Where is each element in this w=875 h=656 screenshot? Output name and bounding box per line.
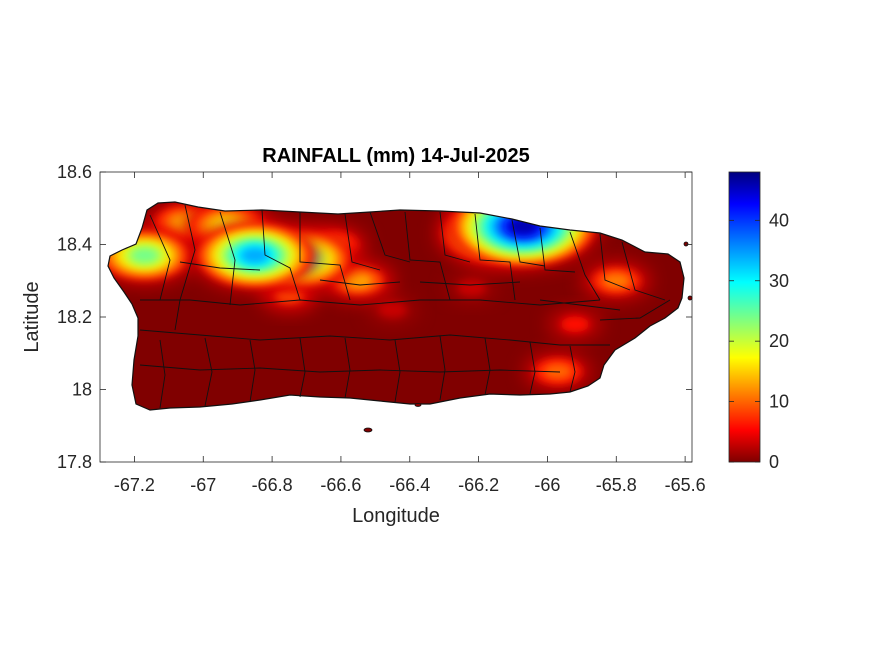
municipality-boundary-20 [299,337,306,398]
rain-cell-5-ring-2 [543,363,572,380]
municipality-boundary-2 [219,211,236,306]
municipality-boundary-16 [139,329,610,346]
islet-0 [363,427,373,433]
municipality-boundary-1 [174,204,196,331]
municipality-boundary-4 [299,212,351,301]
islet-2 [683,241,689,247]
municipality-boundary-22 [394,339,401,403]
municipality-boundary-13 [599,233,631,291]
municipality-boundary-23 [439,335,446,401]
islet-1 [414,403,422,407]
municipality-boundary-9 [474,213,516,301]
rain-cell-7-ring-2 [344,273,373,289]
x-tick-label-1: -67 [190,475,216,495]
municipality-boundary-21 [344,337,351,399]
rain-cell-6-ring-2 [602,273,631,289]
colorbar-tick-label-1: 10 [769,392,789,412]
y-tick-label-0: 17.8 [57,452,92,472]
x-tick-label-6: -66 [534,475,560,495]
municipality-boundary-26 [569,345,576,393]
municipality-boundary-8 [439,211,471,263]
x-tick-label-8: -65.6 [665,475,706,495]
island-coastline [107,201,685,411]
municipality-boundary-29 [319,279,401,286]
colorbar: 0 10 20 30 40 [728,171,789,472]
x-axis-label: Longitude [352,505,440,527]
municipality-boundary-11 [539,227,576,273]
colorbar-tick-label-4: 40 [769,210,789,230]
municipality-boundary-28 [179,261,261,271]
rain-cell-13-ring-8 [240,247,269,264]
municipality-boundary-5 [344,213,381,271]
municipality-boundary-15 [140,299,601,306]
municipality-boundary-27 [139,364,561,373]
colorbar-tick-label-0: 0 [769,452,779,472]
colorbar-tick-label-2: 20 [769,331,789,351]
chart-title: RAINFALL (mm) 14-Jul-2025 [262,145,529,167]
municipality-boundary-25 [529,341,536,395]
municipality-boundary-3 [261,209,301,301]
rain-cell-10-ring-5 [130,247,159,264]
x-tick-label-4: -66.4 [389,475,430,495]
municipality-boundary-18 [204,337,213,407]
rain-cell-3-ring-1 [275,287,304,303]
small-islets [363,241,693,433]
municipality-boundary-31 [539,299,621,311]
municipality-boundary-19 [249,339,256,403]
municipality-boundary-10 [511,219,546,267]
x-axis: -67.2 -67 -66.8 -66.6 -66.4 -66.2 -66 -65.8 -65.… [114,172,706,495]
y-axis-label: Latitude [21,281,43,352]
municipality-boundary-7 [404,211,451,301]
rain-cell-1-ring-1 [378,302,407,318]
municipality-boundary-30 [419,281,521,286]
x-tick-label-0: -67.2 [114,475,155,495]
y-tick-label-2: 18.2 [57,307,92,327]
municipality-boundary-17 [159,339,166,409]
municipality-boundary-6 [369,211,411,263]
municipality-boundaries [139,204,671,409]
x-tick-label-2: -66.8 [252,475,293,495]
municipality-boundary-0 [149,214,171,301]
islet-3 [687,295,693,301]
colorbar-ticks: 0 10 20 30 40 [729,210,789,472]
x-tick-label-7: -65.8 [596,475,637,495]
rain-cell-2-ring-1 [561,316,589,332]
colorbar-tick-label-3: 30 [769,271,789,291]
colorbar-gradient [728,171,761,463]
municipality-boundary-14 [621,241,666,301]
rain-cell-0-ring-1 [457,280,486,296]
y-tick-label-1: 18 [72,380,92,400]
y-tick-label-4: 18.6 [57,162,92,182]
x-tick-label-3: -66.6 [320,475,361,495]
x-tick-label-5: -66.2 [458,475,499,495]
y-tick-label-3: 18.4 [57,235,92,255]
y-axis: 17.8 18 18.2 18.4 18.6 [57,162,692,472]
municipality-boundary-32 [599,299,671,321]
municipality-boundary-12 [569,231,601,301]
